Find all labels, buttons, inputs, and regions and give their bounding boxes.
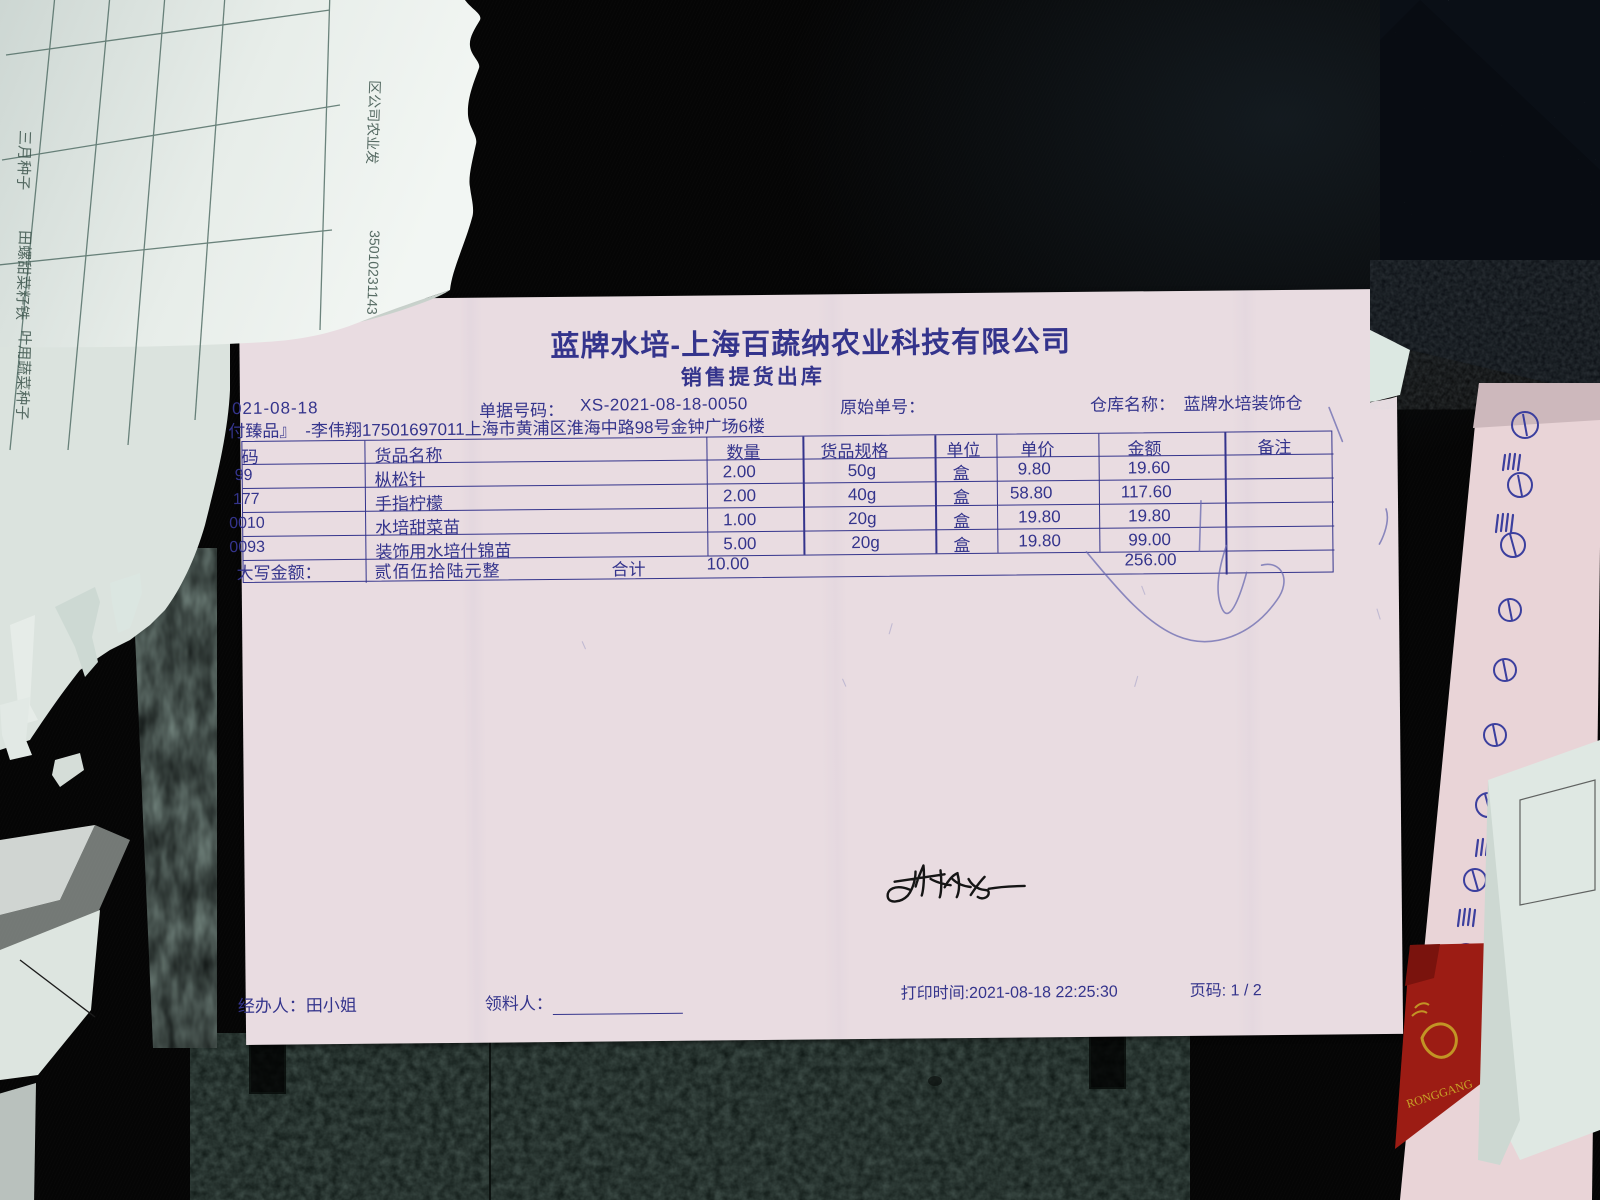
svg-text:田螺甜菜籽铁: 田螺甜菜籽铁 — [13, 230, 33, 321]
svg-text:叶用蔬菜种子: 叶用蔬菜种子 — [13, 330, 33, 421]
svg-text:区公司农业发: 区公司农业发 — [364, 80, 383, 165]
svg-text:35010231143: 35010231143 — [364, 230, 383, 315]
svg-text:三月种子: 三月种子 — [14, 130, 33, 191]
